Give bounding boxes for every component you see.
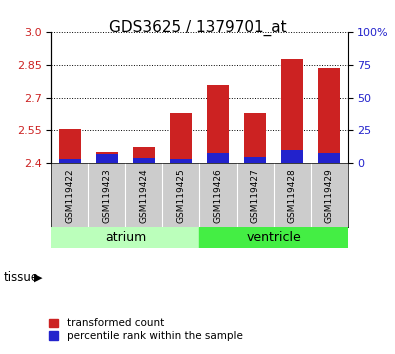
Text: GSM119426: GSM119426 [213,168,222,223]
Bar [96,154,118,163]
Bar [170,159,192,163]
Legend: transformed count, percentile rank within the sample: transformed count, percentile rank withi… [45,314,246,345]
Bar [51,227,199,248]
Bar [59,159,81,163]
Bar [244,156,266,163]
Bar [318,153,340,163]
Bar [281,150,303,163]
Text: GSM119424: GSM119424 [139,168,149,223]
Text: GSM119423: GSM119423 [102,168,111,223]
Bar [96,152,118,163]
Text: ▶: ▶ [34,273,42,283]
Bar [170,113,192,163]
Bar [59,129,81,163]
Bar [133,147,155,163]
Text: GSM119422: GSM119422 [65,168,74,223]
Bar [207,85,229,163]
Bar [199,227,348,248]
Bar [133,158,155,163]
Bar [207,153,229,163]
Text: ventricle: ventricle [246,231,301,244]
Text: GSM119427: GSM119427 [250,168,260,223]
Text: GSM119425: GSM119425 [177,168,186,223]
Bar [318,68,340,163]
Text: GDS3625 / 1379701_at: GDS3625 / 1379701_at [109,19,286,36]
Text: GSM119429: GSM119429 [325,168,334,223]
Text: tissue: tissue [4,272,39,284]
Bar [281,58,303,163]
Text: GSM119428: GSM119428 [288,168,297,223]
Text: atrium: atrium [105,231,146,244]
Bar [244,113,266,163]
